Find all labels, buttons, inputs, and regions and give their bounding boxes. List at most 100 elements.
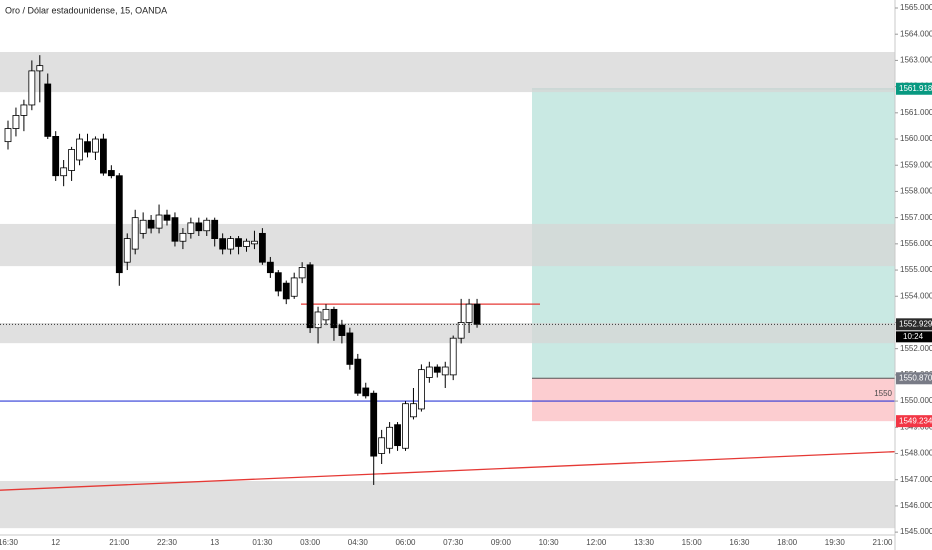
- zone: [0, 481, 895, 529]
- candle-body: [211, 219, 219, 240]
- y-tick-label: 1545.000: [900, 527, 932, 536]
- zone: [0, 223, 895, 267]
- candle-body: [473, 303, 481, 325]
- candle-body: [52, 136, 60, 177]
- candle-body: [28, 70, 36, 106]
- candle-body: [107, 170, 115, 177]
- candle-body: [465, 303, 473, 323]
- candle-body: [251, 240, 258, 245]
- horizontal-line-label: 1550: [874, 389, 892, 398]
- candle-body: [386, 426, 394, 449]
- x-tick-label: 01:30: [252, 538, 273, 547]
- candle-body: [92, 138, 99, 153]
- x-tick-label: 16:30: [729, 538, 750, 547]
- candle-body: [410, 403, 417, 418]
- target-price-label: 1561.918: [899, 84, 932, 93]
- candle-body: [76, 138, 83, 161]
- y-tick-label: 1556.000: [900, 239, 932, 248]
- candle-body: [235, 238, 242, 247]
- x-tick-label: 15:00: [682, 538, 703, 547]
- y-tick-label: 1546.000: [900, 501, 932, 510]
- candle-body: [314, 311, 322, 329]
- chart-title: Oro / Dólar estadounidense, 15, OANDA: [5, 5, 167, 15]
- candle-body: [433, 366, 441, 373]
- x-tick-label: 06:00: [395, 538, 416, 547]
- last-price-badge: [896, 318, 932, 331]
- y-tick-label: 1550.000: [900, 396, 932, 405]
- candle-body: [243, 240, 250, 247]
- y-tick-label: 1555.000: [900, 265, 932, 274]
- candle-body: [60, 167, 68, 177]
- y-tick-label: 1548.000: [900, 449, 932, 458]
- candle-body: [425, 366, 433, 378]
- candle-body: [44, 83, 52, 137]
- candle-body: [282, 282, 290, 300]
- y-tick-label: 1554.000: [900, 291, 932, 300]
- stop-price-badge: [896, 415, 932, 428]
- candle-body: [20, 104, 28, 116]
- x-tick-label: 12:00: [586, 538, 607, 547]
- countdown-badge: [896, 331, 932, 343]
- candle-body: [179, 232, 187, 242]
- y-tick-label: 1552.000: [900, 344, 932, 353]
- x-tick-label: 04:30: [348, 538, 369, 547]
- y-tick-label: 1565.000: [900, 3, 932, 12]
- candle-body: [100, 138, 107, 174]
- x-tick-label: 03:00: [300, 538, 321, 547]
- candle-body: [227, 238, 235, 250]
- candle-body: [378, 437, 386, 454]
- candle-body: [36, 65, 44, 72]
- candle-body: [139, 219, 147, 234]
- candle-body: [123, 238, 131, 263]
- candle-body: [457, 322, 465, 339]
- candle-body: [266, 261, 274, 274]
- x-tick-label: 22:30: [157, 538, 178, 547]
- candle-body: [322, 308, 330, 321]
- y-tick-label: 1561.000: [900, 108, 932, 117]
- zone: [0, 52, 895, 93]
- y-tick-label: 1560.000: [900, 134, 932, 143]
- candle-body: [147, 219, 155, 229]
- candle-body: [84, 141, 91, 153]
- trend-line: [0, 451, 896, 491]
- y-tick-label: 1557.000: [900, 213, 932, 222]
- x-tick-label: 09:00: [491, 538, 512, 547]
- x-tick-label: 12: [51, 538, 60, 547]
- y-tick-label: 1559.000: [900, 160, 932, 169]
- candle-body: [370, 392, 378, 457]
- candle-body: [330, 308, 338, 329]
- x-tick-label: 21:00: [109, 538, 130, 547]
- candle-body: [394, 424, 401, 447]
- last-price-label: 1552.929: [899, 319, 932, 328]
- candle-body: [258, 232, 266, 263]
- candle-body: [274, 272, 282, 292]
- x-tick-label: 21:00: [872, 538, 893, 547]
- candle-body: [155, 214, 163, 229]
- x-tick-label: 18:00: [777, 538, 798, 547]
- entry-price-label: 1550.870: [899, 373, 932, 382]
- x-tick-label: 16:30: [0, 538, 19, 547]
- candle-body: [163, 214, 171, 221]
- y-tick-label: 1563.000: [900, 56, 932, 65]
- candle-body: [402, 403, 409, 449]
- candle-body: [441, 366, 449, 376]
- x-tick-label: 07:30: [443, 538, 464, 547]
- candle-body: [195, 222, 203, 232]
- x-tick-label: 13:30: [634, 538, 655, 547]
- x-tick-label: 19:30: [825, 538, 846, 547]
- candle-body: [171, 217, 179, 242]
- candle-body: [362, 387, 370, 397]
- stop-price-label: 1549.234: [899, 416, 932, 425]
- stop-area: [532, 378, 895, 422]
- candle-body: [219, 238, 227, 250]
- candle-body: [417, 369, 425, 410]
- candle-body: [12, 115, 20, 129]
- y-tick-label: 1558.000: [900, 187, 932, 196]
- target-price-badge: [896, 82, 932, 95]
- zone: [0, 322, 895, 344]
- x-tick-label: 10:30: [539, 538, 560, 547]
- candle-body: [4, 128, 12, 143]
- candle-body: [306, 264, 314, 329]
- candle-body: [68, 149, 75, 171]
